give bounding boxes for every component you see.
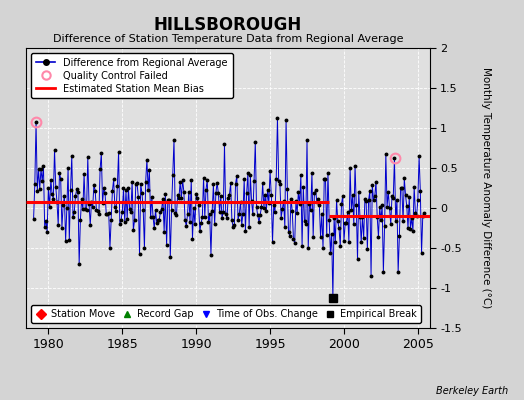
- Text: Berkeley Earth: Berkeley Earth: [436, 386, 508, 396]
- Text: Difference of Station Temperature Data from Regional Average: Difference of Station Temperature Data f…: [53, 34, 403, 44]
- Legend: Station Move, Record Gap, Time of Obs. Change, Empirical Break: Station Move, Record Gap, Time of Obs. C…: [31, 305, 421, 323]
- Y-axis label: Monthly Temperature Anomaly Difference (°C): Monthly Temperature Anomaly Difference (…: [481, 67, 491, 309]
- Text: HILLSBOROUGH: HILLSBOROUGH: [154, 16, 302, 34]
